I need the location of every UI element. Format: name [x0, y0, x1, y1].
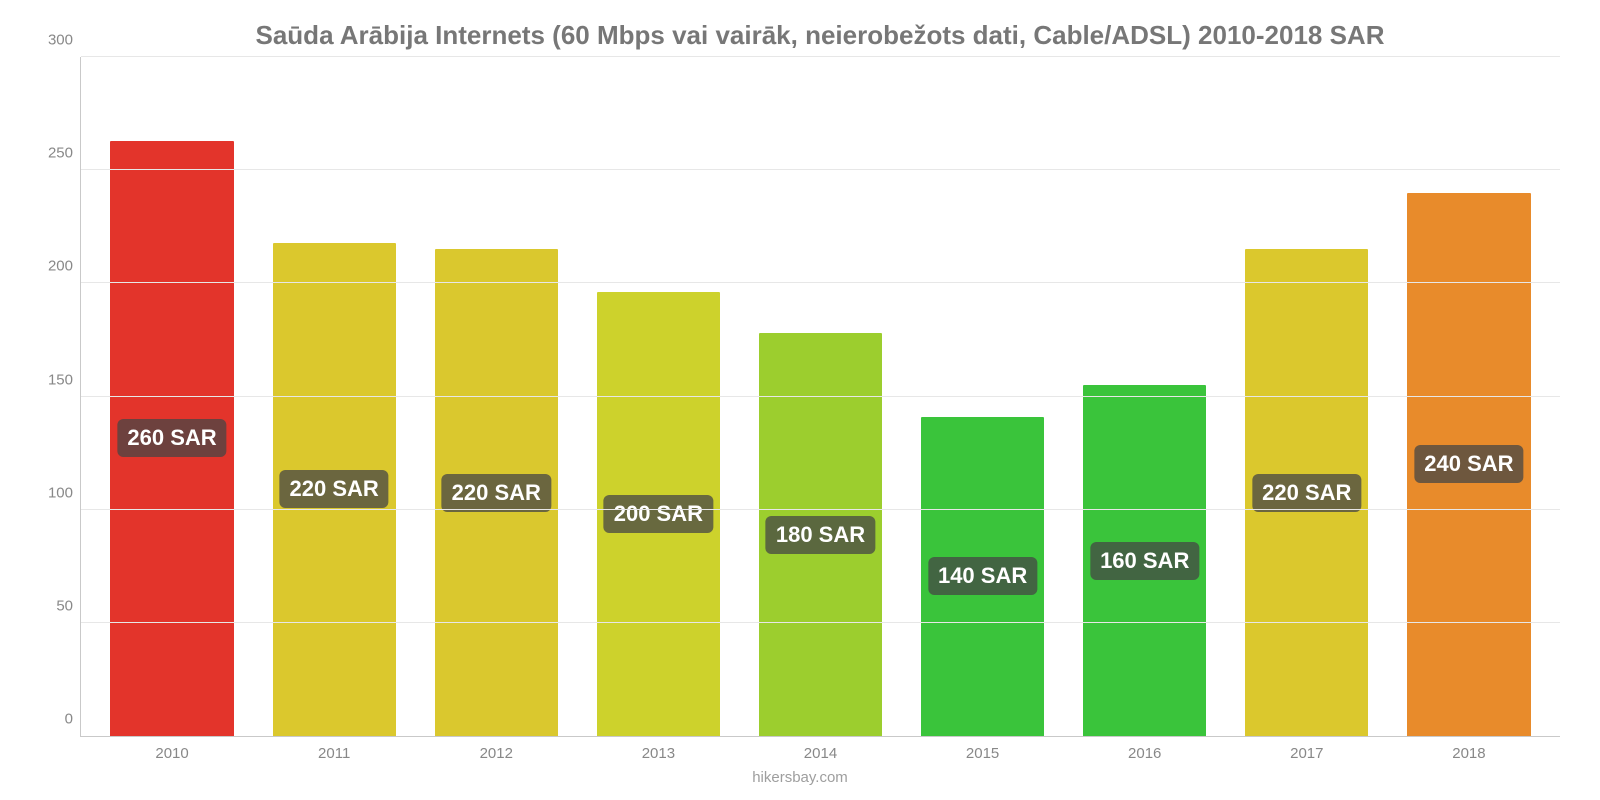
y-tick-label: 0: [31, 711, 73, 728]
bar-slot: 220 SAR: [253, 57, 415, 736]
bar-value-label: 220 SAR: [442, 474, 551, 512]
bar-value-label: 260 SAR: [117, 419, 226, 457]
y-tick-label: 50: [31, 597, 73, 614]
bar-slot: 220 SAR: [1226, 57, 1388, 736]
bar: 160 SAR: [1083, 385, 1206, 736]
y-tick-label: 150: [31, 371, 73, 388]
y-tick-label: 250: [31, 145, 73, 162]
y-tick-label: 300: [31, 32, 73, 49]
chart-title: Saūda Arābija Internets (60 Mbps vai vai…: [80, 20, 1560, 51]
gridline: [81, 282, 1560, 283]
bar-value-label: 200 SAR: [604, 495, 713, 533]
x-tick-label: 2012: [415, 745, 577, 762]
bar-value-label: 180 SAR: [766, 516, 875, 554]
x-tick-label: 2017: [1226, 745, 1388, 762]
bar: 140 SAR: [921, 417, 1044, 736]
bar-value-label: 160 SAR: [1090, 542, 1199, 580]
bar: 240 SAR: [1407, 193, 1530, 736]
x-tick-label: 2010: [91, 745, 253, 762]
bar: 220 SAR: [1245, 249, 1368, 736]
gridline: [81, 56, 1560, 57]
attribution-text: hikersbay.com: [0, 769, 1600, 786]
y-tick-label: 200: [31, 258, 73, 275]
bar-chart: Saūda Arābija Internets (60 Mbps vai vai…: [0, 0, 1600, 800]
bar-value-label: 240 SAR: [1414, 445, 1523, 483]
bar-slot: 220 SAR: [415, 57, 577, 736]
x-tick-label: 2011: [253, 745, 415, 762]
bars-container: 260 SAR 220 SAR 220 SAR 200 SAR 180 SAR 140 S…: [81, 57, 1560, 736]
bar: 220 SAR: [273, 243, 396, 736]
bar-value-label: 220 SAR: [1252, 474, 1361, 512]
bar-slot: 140 SAR: [902, 57, 1064, 736]
x-tick-label: 2014: [739, 745, 901, 762]
plot-area: 260 SAR 220 SAR 220 SAR 200 SAR 180 SAR 140 S…: [80, 57, 1560, 737]
x-tick-label: 2018: [1388, 745, 1550, 762]
gridline: [81, 396, 1560, 397]
bar-slot: 240 SAR: [1388, 57, 1550, 736]
bar-slot: 160 SAR: [1064, 57, 1226, 736]
x-tick-label: 2016: [1064, 745, 1226, 762]
bar: 220 SAR: [435, 249, 558, 736]
y-tick-label: 100: [31, 484, 73, 501]
x-tick-label: 2013: [577, 745, 739, 762]
bar-value-label: 140 SAR: [928, 557, 1037, 595]
x-tick-label: 2015: [902, 745, 1064, 762]
bar: 200 SAR: [597, 292, 720, 736]
x-axis-labels: 201020112012201320142015201620172018: [81, 745, 1560, 762]
bar: 260 SAR: [110, 141, 233, 736]
bar-slot: 180 SAR: [739, 57, 901, 736]
gridline: [81, 622, 1560, 623]
gridline: [81, 169, 1560, 170]
bar-slot: 200 SAR: [577, 57, 739, 736]
gridline: [81, 509, 1560, 510]
bar-slot: 260 SAR: [91, 57, 253, 736]
bar: 180 SAR: [759, 333, 882, 736]
bar-value-label: 220 SAR: [280, 470, 389, 508]
